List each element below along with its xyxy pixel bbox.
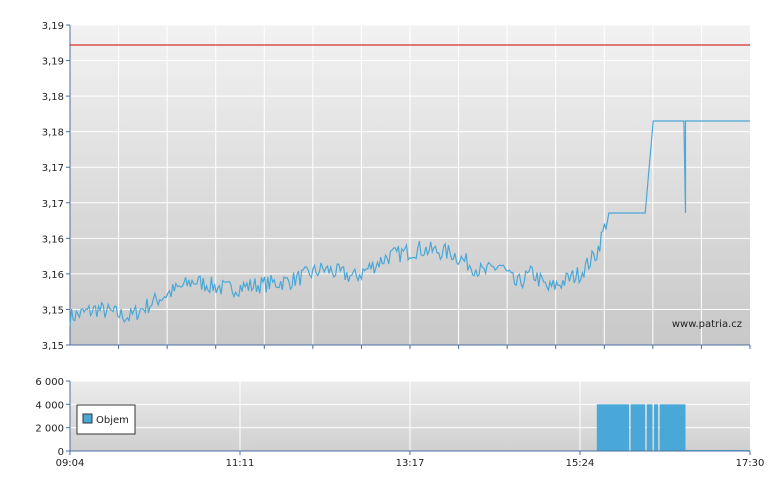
- price-y-tick-label: 3,17: [42, 163, 64, 174]
- volume-bar: [630, 404, 646, 451]
- watermark-text: www.patria.cz: [672, 319, 742, 330]
- volume-bar: [659, 404, 686, 451]
- price-y-tick-label: 3,16: [42, 270, 64, 281]
- price-y-tick-label: 3,17: [42, 199, 64, 210]
- time-x-tick-label: 11:11: [226, 458, 255, 469]
- volume-bar: [596, 404, 630, 451]
- price-panel: 3,15 3,15 3,16 3,16 3,17 3,17 3,18 3,18 3,19 3,19…: [42, 21, 751, 352]
- legend-swatch: [82, 413, 93, 424]
- price-y-axis: 3,15 3,15 3,16 3,16 3,17 3,17 3,18 3,18 3,19 3,19: [42, 21, 70, 352]
- legend-label: Objem: [96, 415, 129, 426]
- price-y-tick-label: 3,19: [42, 57, 64, 68]
- volume-y-tick-label: 4 000: [35, 400, 64, 411]
- time-x-tick-label: 15:24: [566, 458, 595, 469]
- price-x-tick-marks: [118, 345, 751, 349]
- volume-bar: [646, 404, 653, 451]
- time-x-tick-label: 13:17: [396, 458, 425, 469]
- price-series-line: [69, 120, 750, 326]
- volume-legend: Objem: [76, 404, 136, 435]
- volume-panel: 0 2 000 4 000 6 000 09:04 11:11 13:17 15:24 17:…: [35, 377, 764, 469]
- time-x-axis: 09:04 11:11 13:17 15:24 17:30: [56, 451, 765, 469]
- volume-y-tick-label: 0: [58, 447, 64, 458]
- price-y-tick-label: 3,15: [42, 305, 64, 316]
- price-y-tick-label: 3,16: [42, 234, 64, 245]
- time-x-tick-label: 09:04: [56, 458, 85, 469]
- price-y-tick-label: 3,19: [42, 21, 64, 32]
- volume-bar: [654, 404, 659, 451]
- volume-y-tick-label: 2 000: [35, 424, 64, 435]
- price-y-tick-label: 3,18: [42, 92, 64, 103]
- price-y-tick-label: 3,15: [42, 341, 64, 352]
- volume-y-axis: 0 2 000 4 000 6 000: [35, 377, 70, 458]
- volume-y-tick-label: 6 000: [35, 377, 64, 388]
- price-grid: [70, 24, 750, 345]
- time-x-tick-label: 17:30: [736, 458, 765, 469]
- price-y-tick-label: 3,18: [42, 128, 64, 139]
- volume-bars: [596, 404, 750, 451]
